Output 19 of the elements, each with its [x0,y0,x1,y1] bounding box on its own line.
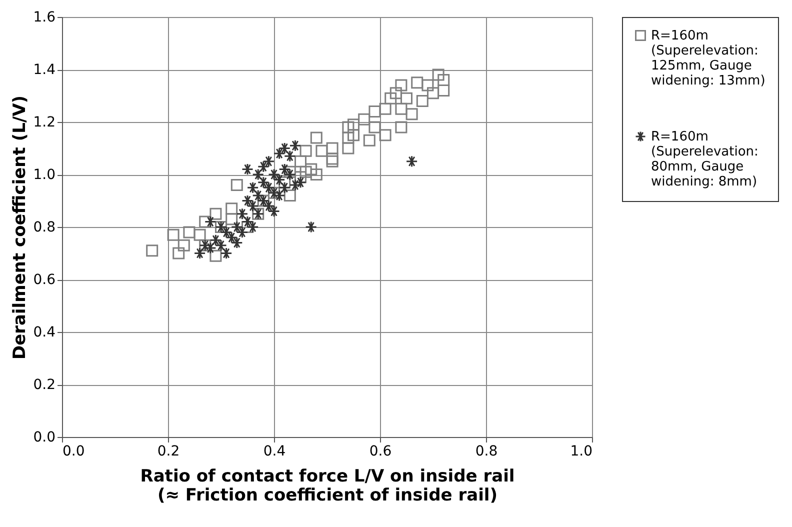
x-tick-label: 0.8 [475,444,498,460]
y-tick-label: 1.2 [33,114,56,130]
y-axis-title: Derailment coefficient (L/V) [10,95,30,360]
legend-label: R=160m (Superelevation: 80mm, Gauge widening: 8mm) [651,130,758,190]
x-tick-label: 0.2 [157,444,180,460]
x-axis-title: Ratio of contact force L/V on inside rail (≈ Friction coefficient of inside rail) [140,466,515,506]
x-tick-label: 0.0 [62,444,85,460]
y-tick-label: 0.6 [33,272,56,288]
x-tick-label: 0.6 [369,444,392,460]
y-tick-label: 1.4 [33,62,56,78]
x-tick-label: 1.0 [570,444,592,460]
x-tick-label: 0.4 [263,444,286,460]
y-tick-label: 1.6 [33,10,56,26]
y-tick-label: 0.2 [33,377,56,393]
legend-label: R=160m (Superelevation: 125mm, Gauge widening: 13mm) [651,28,766,88]
y-tick-label: 0.4 [33,324,56,340]
y-tick-label: 1.0 [33,167,56,183]
y-tick-label: 0.8 [33,220,56,236]
y-tick-label: 0.0 [33,430,56,446]
